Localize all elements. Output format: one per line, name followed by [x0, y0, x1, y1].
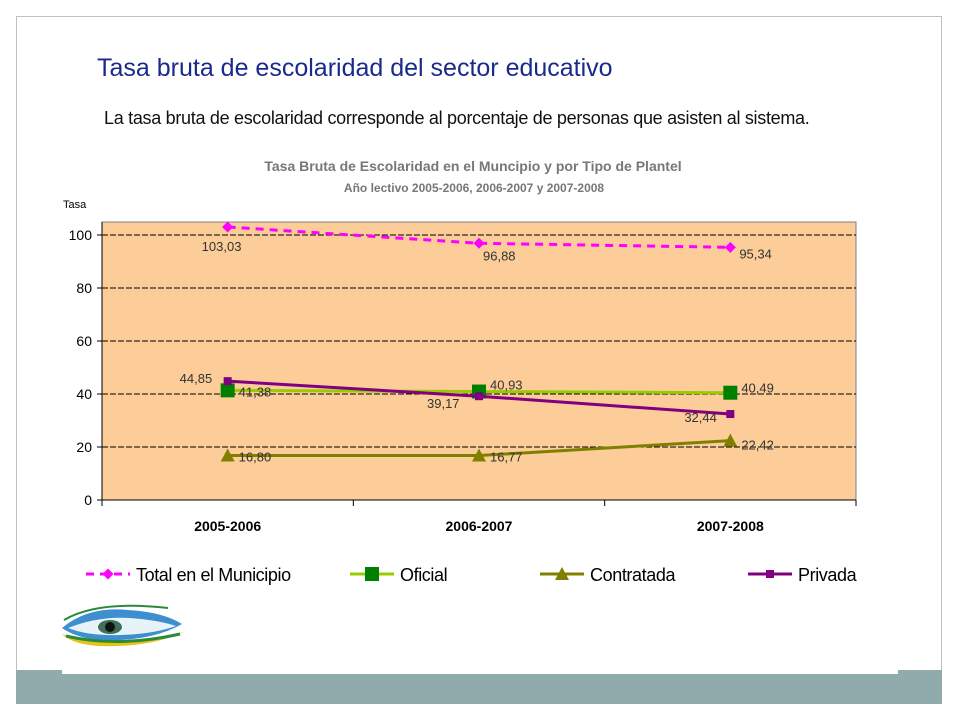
- x-tick-label: 2005-2006: [194, 518, 261, 534]
- data-label: 95,34: [739, 246, 772, 261]
- data-label: 40,49: [741, 381, 774, 396]
- y-tick-label: 80: [76, 280, 92, 296]
- data-label: 96,88: [483, 248, 516, 263]
- data-label: 103,03: [202, 239, 242, 254]
- chart-title: Tasa Bruta de Escolaridad en el Muncipio…: [264, 158, 681, 174]
- data-point: [473, 237, 485, 249]
- legend-label: Total en el Municipio: [136, 565, 291, 585]
- chart-subtitle: Año lectivo 2005-2006, 2006-2007 y 2007-…: [344, 181, 605, 195]
- legend-label: Privada: [798, 565, 858, 585]
- y-tick-label: 40: [76, 386, 92, 402]
- legend-label: Contratada: [590, 565, 676, 585]
- bottom-band-highlight: [62, 670, 898, 674]
- data-point: [472, 448, 486, 462]
- data-point: [220, 448, 235, 462]
- data-label: 41,38: [239, 384, 272, 399]
- legend-marker: [766, 570, 774, 578]
- data-point: [723, 385, 738, 400]
- y-tick-label: 20: [76, 439, 92, 455]
- observatory-logo: [62, 604, 184, 647]
- bottom-band: [16, 670, 942, 704]
- data-point: [726, 410, 735, 419]
- data-point: [475, 392, 483, 401]
- y-axis-label: Tasa: [63, 199, 87, 211]
- y-tick-label: 0: [84, 492, 92, 508]
- data-label: 16,77: [490, 450, 523, 465]
- data-label: 39,17: [427, 396, 460, 411]
- data-point: [220, 383, 235, 398]
- data-point: [223, 377, 232, 386]
- data-label: 16,80: [239, 449, 272, 464]
- legend-marker: [102, 568, 114, 580]
- data-label: 40,93: [490, 378, 523, 393]
- legend-label: Oficial: [400, 565, 447, 585]
- page-subtitle: La tasa bruta de escolaridad corresponde…: [104, 108, 810, 128]
- data-label: 44,85: [180, 371, 213, 386]
- data-point: [724, 241, 736, 253]
- data-label: 22,42: [741, 438, 774, 453]
- data-point: [222, 221, 234, 233]
- x-tick-label: 2006-2007: [446, 518, 513, 534]
- y-tick-label: 60: [76, 333, 92, 349]
- page-title: Tasa bruta de escolaridad del sector edu…: [97, 54, 613, 82]
- data-label: 32,44: [684, 410, 717, 425]
- legend-marker: [555, 567, 569, 580]
- legend-marker: [365, 567, 379, 581]
- y-tick-label: 100: [69, 227, 93, 243]
- data-point: [723, 433, 738, 447]
- x-tick-label: 2007-2008: [697, 518, 764, 534]
